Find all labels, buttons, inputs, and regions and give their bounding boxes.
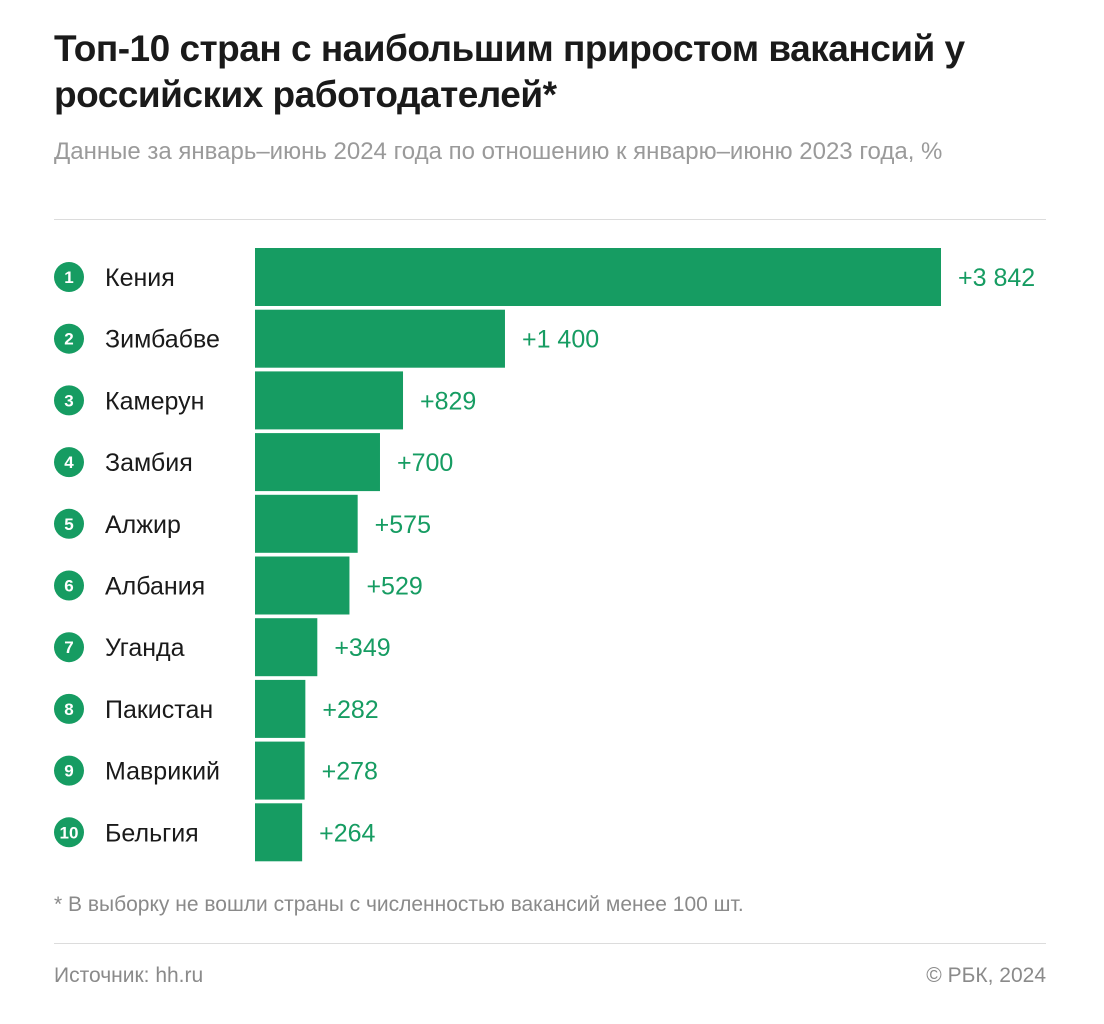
rank-badge xyxy=(54,755,84,786)
chart-title: Топ-10 стран с наибольшим приростом вака… xyxy=(54,28,965,115)
bar xyxy=(255,679,306,738)
category-label: Кения xyxy=(105,264,175,292)
divider xyxy=(54,219,1046,220)
category-label: Замбия xyxy=(105,449,193,477)
copyright: © РБК, 2024 xyxy=(926,964,1046,987)
value-label: +282 xyxy=(322,696,378,724)
bar xyxy=(255,803,303,862)
rank-number: 6 xyxy=(64,577,73,596)
category-label: Маврикий xyxy=(105,758,220,786)
bar xyxy=(255,494,358,553)
bar xyxy=(255,741,305,800)
category-label: Бельгия xyxy=(105,819,199,847)
rank-number: 1 xyxy=(64,268,73,287)
rank-badge xyxy=(54,632,84,663)
rank-badge xyxy=(54,693,84,724)
category-label: Албания xyxy=(105,573,205,601)
value-label: +1 400 xyxy=(522,326,599,354)
rank-badge xyxy=(54,262,84,292)
rank-badge xyxy=(54,570,84,601)
bar xyxy=(255,248,941,306)
rank-number: 4 xyxy=(64,453,74,472)
rank-number: 10 xyxy=(60,823,79,842)
divider xyxy=(54,943,1046,944)
bar-chart: 1 Кения +3 842 2 Зимбабве +1 400 3 Камерун +829 4… xyxy=(54,248,1035,862)
bar xyxy=(255,433,380,492)
value-label: +3 842 xyxy=(958,264,1035,292)
rank-number: 9 xyxy=(64,762,73,781)
category-label: Зимбабве xyxy=(105,326,220,354)
bar xyxy=(255,371,404,430)
value-label: +529 xyxy=(366,573,422,601)
value-label: +349 xyxy=(334,634,390,662)
rank-badge xyxy=(54,508,84,539)
category-label: Камерун xyxy=(105,387,205,415)
rank-number: 5 xyxy=(64,515,73,534)
value-label: +829 xyxy=(420,387,476,415)
footnote: * В выборку не вошли страны с численност… xyxy=(54,893,744,916)
value-label: +700 xyxy=(397,449,453,477)
category-label: Пакистан xyxy=(105,696,213,724)
rank-number: 7 xyxy=(64,638,73,657)
source: Источник: hh.ru xyxy=(54,964,204,987)
rank-number: 8 xyxy=(64,700,73,719)
value-label: +278 xyxy=(322,758,378,786)
rank-badge xyxy=(54,385,84,416)
rank-number: 3 xyxy=(64,391,73,410)
rank-badge xyxy=(54,817,84,848)
rank-badge xyxy=(54,447,84,478)
rank-badge xyxy=(54,323,84,354)
bar xyxy=(255,618,318,677)
chart-subtitle: Данные за январь–июнь 2024 года по отнош… xyxy=(54,138,943,165)
category-label: Алжир xyxy=(105,511,181,539)
category-label: Уганда xyxy=(105,634,185,662)
value-label: +575 xyxy=(375,511,431,539)
bar xyxy=(255,309,505,368)
value-label: +264 xyxy=(319,819,375,847)
bar xyxy=(255,556,350,615)
rank-number: 2 xyxy=(64,330,73,349)
